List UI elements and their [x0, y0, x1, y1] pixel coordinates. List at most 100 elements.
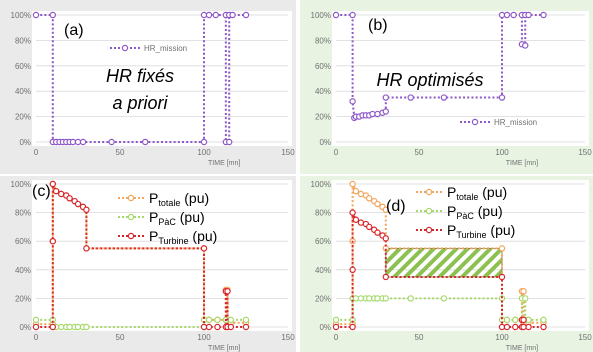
chart-panel-b: 0% 20% 40% 60% 80% 100% 0 50 100 150 TIME [mn] (b) H… — [300, 0, 593, 174]
x-axis-title: TIME [mn] — [506, 345, 538, 352]
y-tick-label: 60% — [15, 237, 31, 246]
y-tick-label: 0% — [319, 323, 331, 332]
y-tick-label: 0% — [19, 323, 31, 332]
data-point-p-turbine — [540, 323, 547, 331]
data-point-p-turbine — [200, 323, 208, 331]
y-tick-label: 20% — [15, 294, 31, 303]
x-tick-label: 50 — [415, 148, 424, 157]
data-point-hr-mission — [382, 108, 390, 115]
annotation-text: HR fixés — [106, 66, 174, 86]
legend-sub: PàC — [456, 211, 474, 221]
data-point-hr-mission — [525, 11, 532, 19]
legend-label: PPàC (pu) — [447, 203, 503, 221]
data-point-p-p-c — [332, 316, 340, 324]
y-tick-label: 60% — [315, 62, 331, 71]
y-tick-label: 40% — [315, 87, 331, 96]
chart-panel-d: 0% 20% 40% 60% 80% 100% 0 50 100 150 TIME [mn] (d) P… — [300, 176, 593, 352]
data-point-p-totale — [349, 180, 356, 188]
data-point-p-p-c — [407, 295, 414, 302]
chart-panel-a: 0% 20% 40% 60% 80% 100% 0 50 100 150 TIME [mn] (a) H… — [0, 0, 296, 174]
data-point-p-p-c — [227, 316, 235, 324]
x-tick-label: 100 — [197, 148, 211, 157]
annotation-text: HR optimisés — [376, 70, 483, 90]
data-point-p-p-c — [522, 295, 529, 302]
legend-label: PTurbine (pu) — [149, 228, 217, 246]
data-point-p-p-c — [83, 323, 90, 331]
data-point-hr-mission — [332, 11, 340, 19]
x-tick-label: 100 — [197, 333, 211, 342]
y-tick-label: 80% — [15, 36, 31, 45]
chart-svg-a: 0% 20% 40% 60% 80% 100% 0 50 100 150 TIME [mn] (a) H… — [11, 11, 295, 167]
data-point-p-totale — [382, 206, 390, 213]
legend-sub: PàC — [158, 217, 176, 227]
data-point-p-p-c — [214, 316, 221, 324]
data-point-hr-mission — [374, 110, 381, 118]
y-tick-label: 0% — [19, 138, 31, 147]
plot-area — [332, 11, 589, 146]
data-point-p-turbine — [49, 323, 57, 331]
data-point-p-p-c — [205, 316, 213, 324]
legend-main: P — [149, 190, 158, 206]
data-point-hr-mission — [349, 98, 356, 105]
data-point-p-turbine — [374, 229, 381, 236]
legend-unit: (pu) — [176, 209, 205, 225]
legend-marker — [425, 207, 433, 215]
data-point-hr-mission — [440, 94, 448, 101]
data-point-hr-mission — [503, 11, 511, 19]
data-point-p-p-c — [58, 323, 65, 331]
data-point-hr-mission — [382, 94, 390, 101]
panel-label: (d) — [386, 198, 406, 215]
legend-marker — [471, 118, 479, 126]
legend-main: P — [447, 184, 456, 200]
data-point-p-totale — [374, 200, 381, 208]
data-point-p-turbine — [520, 316, 527, 324]
data-point-hr-mission — [510, 11, 517, 19]
legend-marker — [121, 44, 129, 52]
y-tick-label: 80% — [315, 209, 331, 218]
data-point-p-turbine — [365, 223, 373, 231]
data-point-p-turbine — [498, 273, 506, 281]
x-tick-label: 100 — [495, 148, 509, 157]
data-point-p-turbine — [349, 323, 356, 331]
plot-area — [32, 11, 292, 146]
data-point-p-turbine — [525, 323, 532, 331]
x-tick-label: 50 — [116, 333, 125, 342]
x-tick-label: 150 — [578, 148, 592, 157]
legend-marker — [127, 213, 135, 221]
data-point-p-turbine — [200, 245, 208, 252]
chart-panel-c: 0% 20% 40% 60% 80% 100% 0 50 100 150 TIME [mn] (c) P… — [0, 176, 296, 352]
chart-svg-c: 0% 20% 40% 60% 80% 100% 0 50 100 150 TIME [mn] (c) P… — [11, 180, 295, 352]
legend-label: HR_mission — [144, 44, 187, 53]
data-point-p-turbine — [49, 180, 57, 188]
chart-svg-b: 0% 20% 40% 60% 80% 100% 0 50 100 150 TIME [mn] (b) H… — [311, 11, 592, 167]
legend-label: PTurbine (pu) — [447, 222, 515, 240]
data-point-hr-mission — [49, 11, 57, 19]
legend-label: Ptotale (pu) — [149, 190, 209, 208]
data-point-hr-mission — [522, 42, 529, 49]
legend-unit: (pu) — [487, 222, 516, 238]
data-point-p-turbine — [503, 323, 511, 331]
x-axis-title: TIME [mn] — [208, 345, 240, 352]
x-tick-label: 150 — [281, 333, 295, 342]
data-point-p-p-c — [32, 316, 40, 324]
legend-main: P — [447, 203, 456, 219]
legend-sub: totale — [456, 192, 478, 202]
data-point-hr-mission — [242, 11, 250, 19]
data-point-p-p-c — [503, 316, 511, 324]
data-point-hr-mission — [200, 11, 208, 19]
hatched-band — [385, 247, 503, 278]
data-point-p-p-c — [242, 316, 250, 324]
y-tick-label: 20% — [15, 113, 31, 122]
data-point-p-p-c — [382, 295, 390, 302]
x-tick-label: 50 — [415, 333, 424, 342]
data-point-hr-mission — [540, 11, 547, 19]
data-point-p-turbine — [332, 323, 340, 331]
x-tick-label: 150 — [578, 333, 592, 342]
y-tick-label: 60% — [15, 62, 31, 71]
x-axis-title: TIME [mn] — [208, 160, 240, 167]
legend-sub: totale — [158, 198, 180, 208]
legend-unit: (pu) — [474, 203, 503, 219]
x-tick-label: 0 — [334, 148, 339, 157]
legend-marker — [425, 188, 433, 196]
data-point-p-turbine — [349, 266, 356, 274]
